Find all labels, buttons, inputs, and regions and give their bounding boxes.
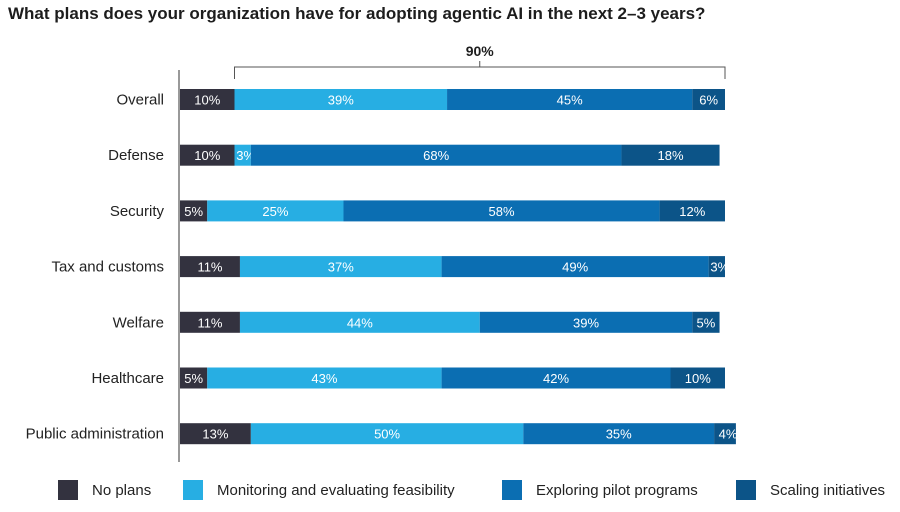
value-label-tax-and-customs-scaling-initiatives: 3%	[710, 260, 729, 275]
value-label-security-scaling-initiatives: 12%	[679, 204, 705, 219]
value-label-security-no-plans: 5%	[184, 204, 203, 219]
value-label-security-exploring-pilot-programs: 58%	[489, 204, 515, 219]
bar-public-administration-exploring-pilot-programs	[523, 423, 715, 445]
legend-label-no-plans: No plans	[92, 481, 152, 499]
bar-public-administration-scaling-initiatives	[714, 423, 736, 445]
bar-overall-exploring-pilot-programs	[447, 89, 693, 110]
value-label-overall-no-plans: 10%	[194, 93, 220, 108]
bar-defense-no-plans	[180, 144, 235, 166]
bar-healthcare-monitoring-and-evaluating-feasibility	[207, 367, 442, 389]
legend-item-scaling: Scaling initiatives	[736, 480, 885, 500]
bar-welfare-exploring-pilot-programs	[479, 311, 693, 333]
value-label-public-administration-exploring-pilot-programs: 35%	[606, 427, 632, 442]
bar-overall-no-plans	[180, 89, 235, 110]
value-label-healthcare-scaling-initiatives: 10%	[685, 371, 711, 386]
category-label-welfare: Welfare	[113, 314, 164, 331]
bar-overall-monitoring-and-evaluating-feasibility	[234, 89, 448, 110]
bar-welfare-scaling-initiatives	[692, 311, 720, 333]
value-label-welfare-exploring-pilot-programs: 39%	[573, 315, 599, 330]
bracket-line	[234, 61, 726, 79]
legend-swatch-no-plans	[58, 480, 78, 500]
bracket-label: 90%	[466, 43, 495, 59]
category-label-healthcare: Healthcare	[91, 370, 164, 387]
legend-label-monitoring: Monitoring and evaluating feasibility	[217, 481, 455, 499]
value-label-tax-and-customs-exploring-pilot-programs: 49%	[562, 260, 588, 275]
bar-security-scaling-initiatives	[659, 200, 725, 222]
bar-welfare-no-plans	[180, 311, 240, 333]
category-label-overall: Overall	[116, 92, 164, 109]
bar-public-administration-no-plans	[180, 423, 251, 445]
legend-item-monitoring: Monitoring and evaluating feasibility	[183, 480, 455, 500]
bar-healthcare-no-plans	[180, 367, 208, 389]
bar-security-exploring-pilot-programs	[343, 200, 660, 222]
value-label-defense-monitoring-and-evaluating-feasibility: 3%	[236, 148, 255, 163]
bar-overall-scaling-initiatives	[692, 89, 725, 110]
legend-swatch-exploring	[502, 480, 522, 500]
bracket-annotation: 90%	[234, 43, 726, 79]
bar-security-no-plans	[180, 200, 208, 222]
value-label-healthcare-monitoring-and-evaluating-feasibility: 43%	[311, 371, 337, 386]
value-label-public-administration-scaling-initiatives: 4%	[719, 427, 738, 442]
bar-tax-and-customs-exploring-pilot-programs	[441, 256, 709, 278]
bar-public-administration-monitoring-and-evaluating-feasibility	[250, 423, 524, 445]
bar-welfare-monitoring-and-evaluating-feasibility	[239, 311, 480, 333]
value-label-public-administration-no-plans: 13%	[202, 427, 228, 442]
legend-item-no-plans: No plans	[58, 480, 151, 500]
value-label-defense-exploring-pilot-programs: 68%	[423, 148, 449, 163]
value-label-healthcare-no-plans: 5%	[184, 371, 203, 386]
value-label-public-administration-monitoring-and-evaluating-feasibility: 50%	[374, 427, 400, 442]
category-label-security: Security	[110, 203, 165, 220]
category-label-tax-and-customs: Tax and customs	[51, 259, 164, 276]
value-label-defense-no-plans: 10%	[194, 148, 220, 163]
value-label-overall-exploring-pilot-programs: 45%	[557, 93, 583, 108]
bar-healthcare-scaling-initiatives	[670, 367, 725, 389]
bars-group: 10% 39% 45% 6% 10% 3% 68% 18% 5% 25% 58% 12% 11% 37% 4…	[180, 89, 738, 445]
value-label-overall-scaling-initiatives: 6%	[699, 93, 718, 108]
value-label-healthcare-exploring-pilot-programs: 42%	[543, 371, 569, 386]
value-label-defense-scaling-initiatives: 18%	[657, 148, 683, 163]
value-label-security-monitoring-and-evaluating-feasibility: 25%	[262, 204, 288, 219]
bar-tax-and-customs-no-plans	[180, 256, 240, 278]
bar-tax-and-customs-scaling-initiatives	[708, 256, 725, 278]
chart-title: What plans does your organization have f…	[8, 4, 706, 23]
bar-tax-and-customs-monitoring-and-evaluating-feasibility	[239, 256, 442, 278]
value-label-welfare-monitoring-and-evaluating-feasibility: 44%	[347, 315, 373, 330]
legend: No plans Monitoring and evaluating feasi…	[58, 480, 900, 502]
legend-swatch-scaling	[736, 480, 756, 500]
category-label-defense: Defense	[108, 147, 164, 164]
bar-healthcare-exploring-pilot-programs	[441, 367, 671, 389]
bar-defense-exploring-pilot-programs	[250, 144, 622, 166]
bar-defense-scaling-initiatives	[621, 144, 720, 166]
legend-item-exploring: Exploring pilot programs	[502, 480, 698, 500]
category-labels: Overall Defense Security Tax and customs Wel…	[26, 92, 165, 443]
legend-label-scaling: Scaling initiatives	[770, 481, 886, 499]
value-label-welfare-scaling-initiatives: 5%	[697, 315, 716, 330]
value-label-tax-and-customs-no-plans: 11%	[197, 260, 222, 275]
legend-swatch-monitoring	[183, 480, 203, 500]
bar-defense-monitoring-and-evaluating-feasibility	[234, 144, 251, 166]
value-label-tax-and-customs-monitoring-and-evaluating-feasibility: 37%	[328, 260, 354, 275]
legend-label-exploring: Exploring pilot programs	[536, 481, 698, 499]
value-label-overall-monitoring-and-evaluating-feasibility: 39%	[328, 93, 354, 108]
category-label-public-administration: Public administration	[26, 426, 164, 443]
value-label-welfare-no-plans: 11%	[197, 315, 222, 330]
bar-security-monitoring-and-evaluating-feasibility	[207, 200, 344, 222]
